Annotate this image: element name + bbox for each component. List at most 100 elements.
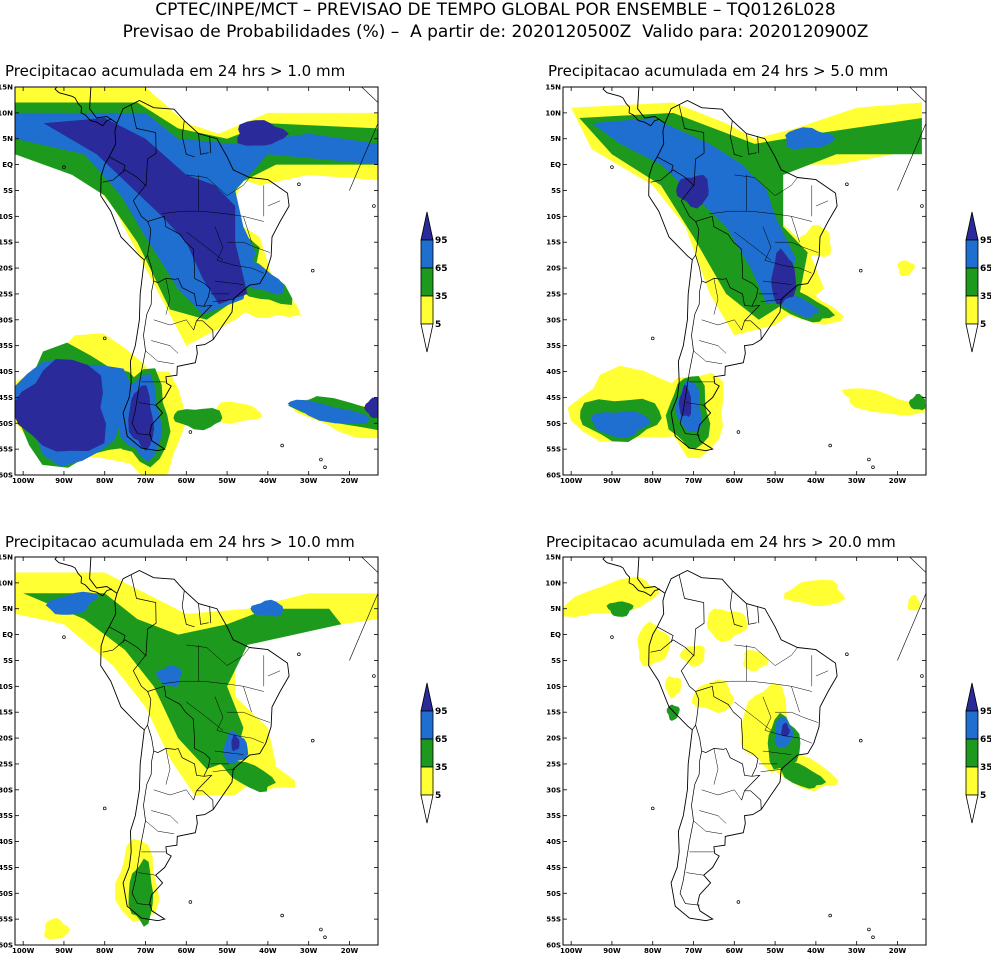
prob-area-y-0	[563, 576, 660, 617]
africa-coast	[349, 123, 378, 191]
island	[920, 674, 924, 678]
island	[188, 430, 193, 434]
lon-label: 70W	[685, 947, 703, 955]
lon-label: 60W	[178, 477, 196, 485]
legend-label: 5	[980, 791, 986, 801]
legend-label: 65	[435, 735, 448, 745]
lat-label: 20S	[0, 265, 13, 273]
island	[871, 935, 875, 939]
panel-2-title: Precipitacao acumulada em 24 hrs > 5.0 m…	[548, 62, 889, 80]
country-border	[725, 748, 759, 777]
coastline-central-america	[54, 87, 118, 127]
island	[319, 927, 323, 932]
country-border	[695, 685, 743, 749]
island	[372, 674, 376, 678]
state-border	[267, 670, 281, 677]
probability-field-2	[563, 87, 926, 475]
lon-label: 60W	[726, 947, 744, 955]
country-border	[198, 603, 209, 625]
legend-label: 95	[980, 707, 991, 717]
state-border	[161, 680, 203, 684]
prob-area-y-8	[907, 594, 921, 611]
lon-label: 80W	[644, 477, 662, 485]
country-border	[124, 169, 152, 261]
lat-label: 30S	[0, 316, 13, 324]
legend-box-65	[965, 239, 979, 269]
lat-label: 55S	[0, 446, 13, 454]
lat-label: 40S	[0, 368, 13, 376]
country-border	[729, 590, 743, 628]
prob-area-y-3	[706, 608, 748, 643]
coastline-central-america	[602, 557, 666, 597]
country-border	[729, 120, 743, 158]
island	[372, 204, 376, 208]
lat-label: 15S	[0, 239, 13, 247]
map-panel-4: 15N 10N 5N EQ 5S 10S 15S 20S 25S 30S 35S 40S 45S 50S 5…	[545, 554, 927, 955]
lat-label: 40S	[546, 368, 561, 376]
lat-label: 50S	[546, 890, 561, 898]
prob-area-g-12	[775, 758, 827, 789]
lat-label: 10N	[0, 109, 13, 117]
province-border	[151, 810, 179, 824]
province-border	[153, 789, 194, 801]
lon-label: 20W	[341, 947, 359, 955]
province-border	[686, 872, 704, 876]
lat-label: 25S	[546, 760, 561, 768]
province-border	[151, 340, 179, 354]
state-border	[161, 210, 203, 214]
island	[102, 806, 107, 811]
province-border	[699, 810, 727, 824]
prob-area-b-10	[156, 665, 183, 687]
legend-label: 95	[435, 236, 448, 246]
lon-label: 90W	[55, 477, 73, 485]
state-border	[734, 644, 798, 666]
africa-coast	[349, 593, 378, 661]
panel-1-title: Precipitacao acumulada em 24 hrs > 1.0 m…	[5, 62, 346, 80]
country-border	[672, 639, 700, 731]
country-border	[209, 136, 212, 154]
island	[828, 443, 832, 448]
state-border	[214, 226, 224, 261]
lat-label: 15S	[0, 709, 13, 717]
legend-label: 95	[435, 707, 448, 717]
legend-label: 35	[435, 292, 448, 302]
lon-label: 80W	[96, 947, 114, 955]
lon-label: 70W	[137, 947, 155, 955]
lat-label: 10S	[0, 213, 13, 221]
map-frame	[14, 86, 379, 476]
province-border	[138, 402, 156, 406]
lat-label: 10N	[0, 579, 13, 587]
country-border	[196, 320, 214, 340]
legend-label: 65	[980, 735, 991, 745]
state-border	[709, 210, 751, 214]
province-border	[701, 319, 742, 331]
lon-label: 80W	[96, 477, 114, 485]
country-border	[181, 120, 195, 158]
island	[610, 635, 614, 639]
legend-box-35	[420, 738, 434, 768]
country-border	[131, 280, 155, 436]
island	[297, 182, 301, 187]
legend-label: 95	[980, 236, 991, 246]
lon-label: 100W	[12, 477, 35, 485]
lat-label: 15N	[0, 554, 13, 562]
prob-area-y-7	[679, 645, 705, 667]
lat-label: 5N	[2, 135, 13, 143]
lat-label: 5N	[2, 605, 13, 613]
africa-coast	[909, 557, 926, 573]
country-border	[109, 626, 126, 643]
country-border	[147, 215, 195, 279]
state-border	[227, 241, 270, 253]
lat-label: 35S	[0, 342, 13, 350]
lat-label: 35S	[546, 812, 561, 820]
legend-arrow-top	[965, 211, 979, 241]
legend-box-5	[420, 766, 434, 796]
prob-area-d-17	[43, 118, 248, 305]
prob-area-g-6	[128, 858, 154, 927]
lat-label: 10S	[0, 683, 13, 691]
map-panel-1: 15N 10N 5N EQ 5S 10S 15S 20S 25S 30S 35S 40S 45S 50S 5…	[0, 84, 379, 485]
country-border	[744, 790, 762, 810]
prob-area-b-15	[590, 411, 651, 439]
country-border	[124, 639, 152, 731]
country-border	[746, 133, 757, 155]
